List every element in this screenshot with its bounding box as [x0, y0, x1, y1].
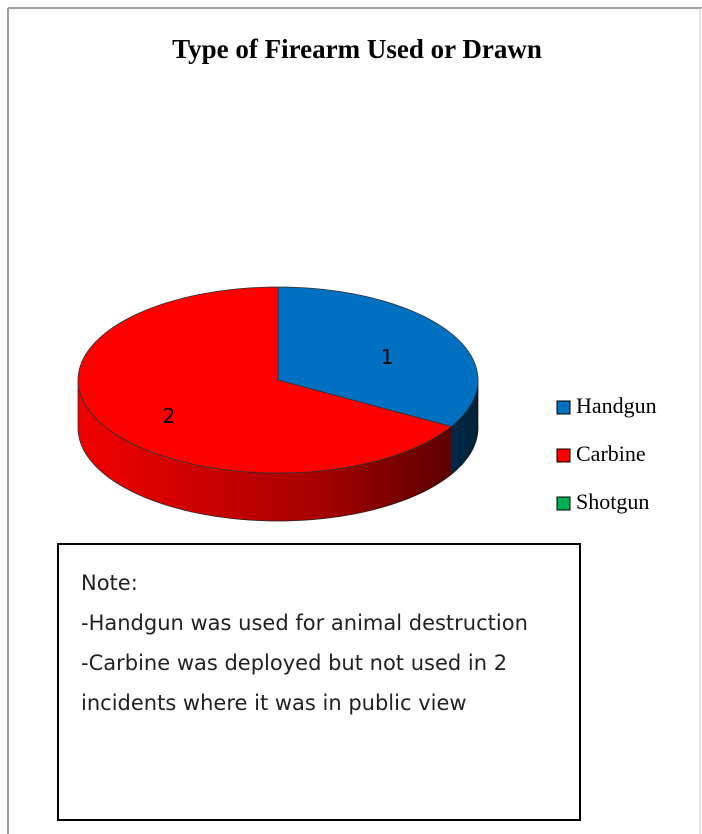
note-title: Note: [81, 571, 138, 595]
pie: 12 [77, 286, 479, 522]
pie-slice [277, 286, 479, 427]
legend-swatch [556, 448, 571, 463]
legend-swatch [556, 496, 571, 511]
note-box: Note: -Handgun was used for animal destr… [57, 543, 581, 821]
data-label: 2 [163, 404, 176, 428]
chart-title: Type of Firearm Used or Drawn [172, 34, 542, 64]
pie-side-shade [451, 380, 478, 475]
note-line: -Carbine was deployed but not used in 2 … [81, 651, 508, 715]
legend: Handgun Carbine Shotgun [556, 393, 657, 514]
legend-label: Handgun [576, 393, 657, 418]
pie-side-shade [78, 380, 452, 521]
legend-swatch [556, 400, 571, 415]
data-label: 1 [381, 345, 394, 369]
legend-label: Shotgun [576, 489, 649, 514]
pie-slice [77, 286, 453, 474]
legend-label: Carbine [576, 441, 646, 466]
note-line: -Handgun was used for animal destruction [81, 611, 528, 635]
